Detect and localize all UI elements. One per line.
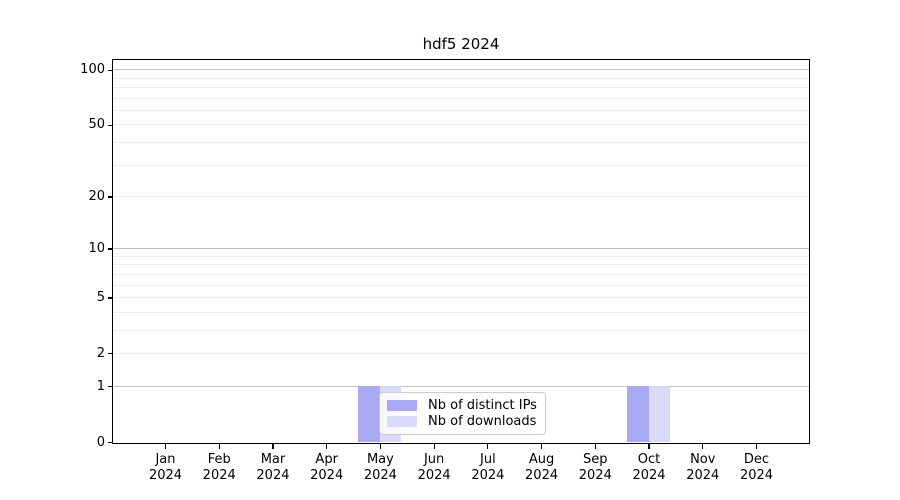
legend-label-downloads: Nb of downloads — [428, 414, 537, 430]
x-tick-mark — [487, 444, 489, 449]
x-tick-mark — [648, 444, 650, 449]
gridline-minor — [113, 264, 809, 266]
y-tick-mark — [107, 385, 112, 388]
y-tick-label: 50 — [88, 117, 105, 133]
gridline-minor — [113, 329, 809, 331]
x-tick-mark — [594, 444, 596, 449]
y-tick-mark — [107, 248, 112, 250]
x-tick-mark — [164, 444, 167, 449]
x-tick-mark — [433, 444, 435, 449]
x-tick-mark — [540, 444, 543, 449]
legend-label-distinct-ips: Nb of distinct IPs — [428, 397, 537, 413]
x-tick-label: Dec 2024 — [739, 451, 774, 483]
x-tick-label: Apr 2024 — [310, 451, 344, 483]
legend-swatch-distinct-ips — [387, 399, 417, 411]
gridline-minor — [113, 97, 809, 99]
gridline-minor — [113, 195, 809, 197]
chart-title: hdf5 2024 — [422, 35, 500, 53]
gridline-minor — [113, 87, 809, 89]
plot-area — [112, 59, 810, 444]
y-tick-label: 10 — [88, 241, 105, 257]
bar-may-distinct-ips — [358, 386, 380, 442]
y-tick-mark — [107, 441, 112, 444]
y-tick-label: 5 — [96, 289, 105, 305]
x-tick-label: Nov 2024 — [686, 451, 720, 483]
y-tick-mark — [107, 124, 112, 126]
gridline-major — [113, 248, 809, 250]
x-tick-label: Jan 2024 — [148, 451, 183, 483]
y-tick-mark — [107, 297, 112, 299]
gridline-minor — [113, 164, 809, 166]
x-tick-label: Jun 2024 — [417, 451, 451, 483]
x-tick-label: Aug 2024 — [525, 451, 559, 483]
x-tick-mark — [755, 444, 758, 449]
y-tick-label: 0 — [96, 434, 105, 450]
gridline-minor — [113, 141, 809, 143]
y-tick-label: 1 — [96, 378, 105, 394]
x-tick-label: Oct 2024 — [632, 451, 666, 483]
gridline-major — [113, 385, 809, 387]
gridline-minor — [113, 124, 809, 126]
legend-item-downloads: Nb of downloads — [387, 414, 538, 429]
legend: Nb of distinct IPs Nb of downloads — [379, 392, 546, 435]
gridline-minor — [113, 284, 809, 286]
y-tick-mark — [107, 196, 112, 198]
gridline-minor — [113, 77, 809, 79]
gridline-minor — [113, 255, 809, 257]
x-tick-label: Mar 2024 — [256, 451, 290, 483]
x-tick-label: Jul 2024 — [471, 451, 505, 483]
y-tick-mark — [107, 69, 112, 71]
y-tick-mark — [107, 353, 112, 355]
x-tick-label: Feb 2024 — [202, 451, 236, 483]
x-tick-label: Sep 2024 — [578, 451, 612, 483]
x-tick-mark — [326, 444, 328, 449]
x-tick-mark — [272, 444, 274, 449]
gridline-minor — [113, 296, 809, 298]
x-tick-mark — [218, 444, 220, 449]
gridline-major — [113, 69, 809, 71]
bar-oct-distinct-ips — [627, 386, 649, 442]
y-tick-label: 20 — [88, 188, 105, 204]
x-tick-mark — [702, 444, 704, 449]
gridline-minor — [113, 352, 809, 354]
legend-swatch-downloads — [387, 416, 417, 428]
x-tick-label: May 2024 — [363, 451, 397, 483]
legend-item-distinct-ips: Nb of distinct IPs — [387, 398, 538, 413]
gridline-minor — [113, 273, 809, 275]
plot-canvas — [113, 60, 809, 443]
gridline-minor — [113, 109, 809, 111]
gridline-minor — [113, 311, 809, 313]
y-tick-label: 100 — [80, 62, 105, 78]
bar-oct-downloads — [648, 386, 671, 442]
x-tick-mark — [379, 444, 381, 449]
y-tick-label: 2 — [96, 345, 105, 361]
